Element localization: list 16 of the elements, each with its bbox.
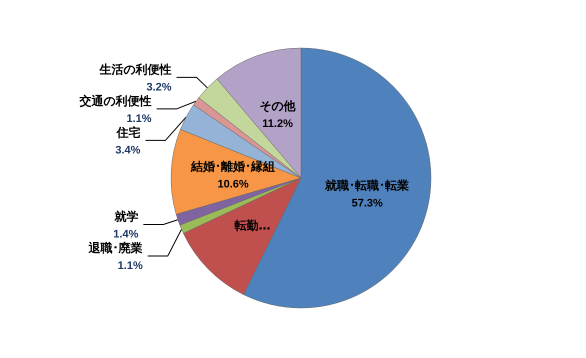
data-label: 1.4% (113, 228, 139, 241)
slice-label: 住宅 (115, 125, 140, 140)
slice-label: 転勤… (234, 218, 270, 233)
slice-label: 就学 (113, 210, 138, 224)
data-label: 1.1% (126, 112, 152, 125)
slice-label: 交通の利便性 (78, 94, 152, 108)
data-label: 1.1% (118, 260, 143, 272)
data-label: 10.6% (217, 178, 249, 191)
data-label: 3.2% (146, 81, 172, 94)
data-label: 11.2% (262, 118, 294, 130)
slice-label: 就職･転職･転業 (324, 178, 410, 192)
slice-label: その他 (260, 99, 297, 114)
slice-label: 退職･廃業 (88, 241, 143, 256)
data-label: 3.4% (115, 144, 141, 156)
slice-label: 生活の利便性 (98, 62, 172, 76)
data-label: 57.3% (352, 197, 384, 210)
